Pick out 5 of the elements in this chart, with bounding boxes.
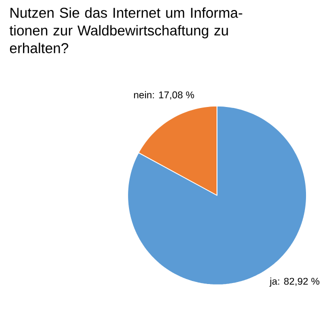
chart-title: Nutzen Sie das Internet um Informa-tionen zur Waldbewirtschaftung zu erhalten? (10, 7, 242, 54)
slice-label: nein (134, 91, 152, 98)
data-label: : 17,08 % (152, 91, 194, 100)
slice-label: ja (269, 277, 278, 287)
data-label: : 82,92 % (278, 278, 320, 286)
